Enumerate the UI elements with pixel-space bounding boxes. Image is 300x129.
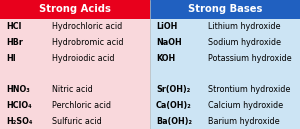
Text: Hydrochloric acid: Hydrochloric acid	[52, 22, 123, 31]
Text: Hydroiodic acid: Hydroiodic acid	[52, 54, 115, 63]
Text: Sulfuric acid: Sulfuric acid	[52, 117, 102, 126]
Text: NaOH: NaOH	[156, 38, 182, 47]
Text: KOH: KOH	[156, 54, 175, 63]
Text: Strontium hydroxide: Strontium hydroxide	[208, 85, 291, 94]
Text: Nitric acid: Nitric acid	[52, 85, 93, 94]
Text: Hydrobromic acid: Hydrobromic acid	[52, 38, 124, 47]
Text: Ca(OH)₂: Ca(OH)₂	[156, 101, 192, 110]
Bar	[0, 19, 150, 129]
Text: Potassium hydroxide: Potassium hydroxide	[208, 54, 292, 63]
Text: HNO₃: HNO₃	[6, 85, 30, 94]
Text: Barium hydroxide: Barium hydroxide	[208, 117, 280, 126]
Text: HI: HI	[6, 54, 16, 63]
Bar	[0, 0, 150, 19]
Text: HCl: HCl	[6, 22, 21, 31]
Text: Ba(OH)₂: Ba(OH)₂	[156, 117, 192, 126]
Text: Perchloric acid: Perchloric acid	[52, 101, 112, 110]
Text: H₂SO₄: H₂SO₄	[6, 117, 32, 126]
Text: LiOH: LiOH	[156, 22, 177, 31]
Text: Strong Bases: Strong Bases	[188, 4, 262, 14]
Text: HBr: HBr	[6, 38, 23, 47]
Text: Lithium hydroxide: Lithium hydroxide	[208, 22, 281, 31]
Text: Sodium hydroxide: Sodium hydroxide	[208, 38, 281, 47]
Text: Sr(OH)₂: Sr(OH)₂	[156, 85, 190, 94]
Bar	[150, 19, 300, 129]
Text: Strong Acids: Strong Acids	[39, 4, 111, 14]
Text: HClO₄: HClO₄	[6, 101, 31, 110]
Text: Calcium hydroxide: Calcium hydroxide	[208, 101, 284, 110]
Bar	[150, 0, 300, 19]
